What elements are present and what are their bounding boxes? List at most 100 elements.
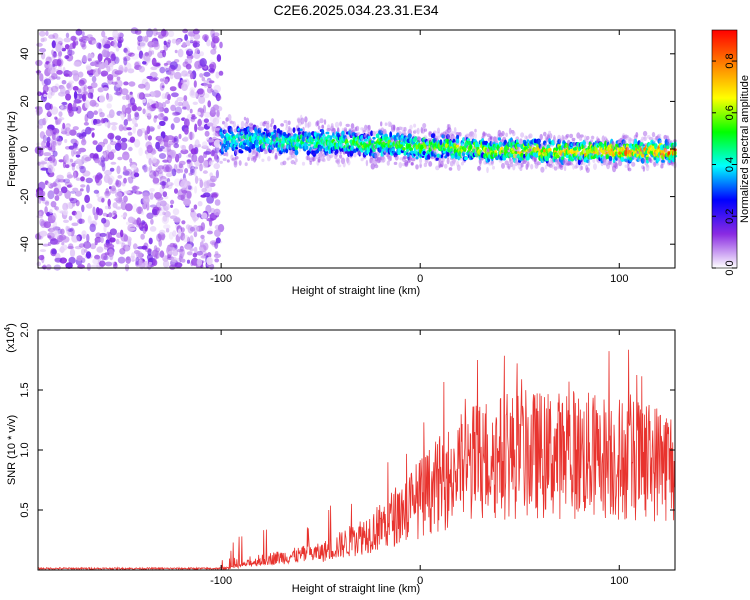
spectrogram-cell: [215, 105, 223, 112]
colorbar-tick-label: 0.4: [724, 157, 736, 172]
spectrogram-cell: [230, 131, 234, 135]
spectrogram-cell: [104, 205, 109, 210]
spectrogram-cell: [202, 159, 209, 169]
spectrogram-cell: [180, 227, 185, 233]
spectrogram-cell: [169, 86, 177, 92]
spectrogram-cell: [138, 50, 144, 59]
spectrogram-cell: [474, 132, 477, 140]
spectrogram-cell: [54, 116, 58, 120]
spectrogram-cell: [203, 71, 211, 77]
spectrogram-ytick-label: 20: [19, 95, 31, 107]
spectrogram-cell: [171, 92, 179, 98]
spectrogram-cell: [123, 165, 127, 173]
spectrogram-cell: [122, 95, 127, 100]
spectrogram-cell: [203, 181, 210, 189]
spectrogram-cell: [501, 162, 505, 169]
spectrogram-cell: [181, 144, 187, 151]
spectrogram-cell: [162, 49, 167, 58]
spectrogram-cell: [162, 215, 168, 222]
spectrogram-cell: [209, 175, 217, 183]
spectrogram-cell: [178, 133, 182, 139]
spectrogram-cell: [54, 257, 62, 263]
spectrogram-cell: [80, 184, 86, 188]
spectrogram-cell: [148, 158, 152, 166]
spectrogram-cell: [194, 123, 198, 133]
spectrogram-cell: [57, 118, 63, 123]
spectrogram-cell: [78, 243, 86, 248]
spectrogram-cell: [171, 111, 180, 117]
spectrogram-cell: [261, 158, 265, 162]
spectrogram-cell: [297, 127, 301, 132]
spectrogram-cell: [333, 127, 336, 135]
spectrogram-cell: [72, 86, 79, 91]
spectrogram-cell: [49, 208, 53, 214]
spectrogram-cell: [89, 53, 94, 59]
spectrogram-cell: [177, 48, 184, 58]
spectrogram-cell: [176, 168, 182, 174]
spectrogram-cell: [520, 162, 524, 168]
spectrogram-cell: [202, 34, 209, 41]
spectrogram-cell: [310, 143, 314, 148]
spectrogram-cell: [106, 93, 113, 103]
spectrogram-cell: [130, 27, 139, 34]
spectrogram-cell: [150, 66, 158, 71]
spectrogram-cell: [339, 121, 343, 127]
spectrogram-cell: [520, 132, 525, 138]
spectrogram-cell: [81, 31, 85, 37]
spectrogram-cell: [176, 248, 184, 253]
spectrogram-cell: [423, 128, 428, 132]
spectrogram-cell: [534, 157, 537, 162]
spectrogram-cell: [143, 166, 150, 172]
spectrogram-cell: [328, 150, 332, 154]
spectrogram-cell: [180, 179, 188, 189]
spectrogram-cell: [372, 130, 376, 136]
spectrogram-cell: [579, 134, 584, 138]
spectrogram-cell: [174, 100, 179, 107]
spectrogram-cell: [64, 44, 70, 50]
spectrogram-cell: [46, 141, 51, 148]
spectrogram-cell: [138, 222, 144, 230]
spectrogram-cell: [55, 43, 62, 53]
spectrogram-cell: [294, 150, 299, 155]
spectrogram-cell: [477, 166, 482, 172]
spectrogram-cell: [189, 235, 194, 244]
spectrogram-cell: [211, 193, 218, 199]
spectrogram-cell: [337, 164, 342, 168]
spectrogram-cell: [415, 164, 419, 170]
spectrogram-cell: [68, 47, 73, 57]
spectrogram-cell: [450, 153, 455, 157]
spectrogram-cell: [197, 144, 202, 148]
spectrogram-cell: [121, 104, 127, 113]
spectrogram-cell: [51, 249, 57, 255]
spectrogram-cell: [307, 121, 312, 128]
spectrogram-cell: [66, 82, 71, 89]
spectrogram-cell: [181, 220, 186, 225]
snr-panel: (x104) -100 0 100 0.5 1.0 1.5 2.0 Height of st…: [3, 322, 676, 595]
spectrogram-cell: [75, 190, 82, 197]
spectrogram-ytick-label: 0: [19, 146, 31, 152]
spectrogram-cell: [321, 124, 325, 129]
spectrogram-cell: [91, 132, 95, 138]
spectrogram-cell: [107, 151, 115, 160]
spectrogram-cell: [255, 125, 259, 130]
spectrogram-cell: [111, 81, 118, 85]
spectrogram-cell: [248, 152, 252, 160]
spectrogram-cell: [165, 68, 170, 73]
spectrogram-cell: [433, 148, 439, 155]
spectrogram-cell: [407, 133, 412, 139]
spectrogram-cell: [157, 200, 162, 204]
spectrogram-cell: [155, 31, 164, 36]
spectrogram-cell: [193, 204, 198, 210]
spectrogram-cell: [170, 199, 175, 205]
spectrogram-cell: [146, 28, 154, 38]
spectrogram-cell: [215, 116, 222, 120]
spectrogram-cell: [84, 99, 90, 109]
spectrogram-cell: [456, 164, 461, 171]
spectrogram-cell: [148, 261, 152, 266]
spectrogram-cell: [608, 155, 613, 162]
spectrogram-cell: [138, 147, 143, 157]
spectrogram-cell: [563, 165, 567, 172]
spectrogram-cell: [486, 166, 489, 174]
spectrogram-cell: [210, 40, 216, 49]
spectrogram-cell: [162, 191, 168, 198]
